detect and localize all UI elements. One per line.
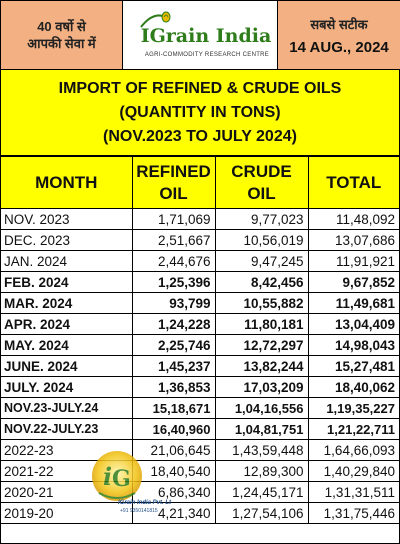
logo: IGrain India AGRI-COMMODITY RESEARCH CEN…	[123, 1, 276, 69]
table-row: MAR. 2024 93,799 10,55,882 11,49,681	[1, 292, 399, 314]
cell-refined: 2,25,746	[131, 334, 216, 356]
cell-refined: 18,40,540	[131, 460, 216, 482]
cell-refined: 1,25,396	[131, 271, 216, 293]
table-row: JAN. 2024 2,44,676 9,47,245 11,91,921	[1, 250, 399, 272]
watermark-phone: +91 9350141815	[120, 508, 158, 514]
wheat-emblem-icon	[140, 11, 171, 28]
cell-crude: 9,77,023	[214, 208, 309, 230]
table-row: FEB. 2024 1,25,396 8,42,456 9,67,852	[1, 271, 399, 293]
cell-total: 1,21,22,711	[307, 418, 399, 440]
accuracy-label: सबसे सटीक	[310, 16, 368, 32]
col-header-refined-oil: REFINED OIL	[131, 156, 216, 209]
cell-crude: 1,43,59,448	[214, 439, 309, 461]
title-line2: (QUANTITY IN TONS)	[119, 103, 281, 121]
cell-month: 2022-23	[1, 439, 133, 461]
logo-tagline: AGRI-COMMODITY RESEARCH CENTRE	[144, 52, 270, 58]
cell-total: 11,91,921	[307, 250, 399, 272]
cell-crude: 9,47,245	[214, 250, 309, 272]
cell-month: FEB. 2024	[1, 271, 133, 293]
table-row: 2019-20 4,21,340 1,27,54,106 1,31,75,446	[1, 502, 399, 524]
cell-total: 11,48,092	[307, 208, 399, 230]
table-row: MAY. 2024 2,25,746 12,72,297 14,98,043	[1, 334, 399, 356]
watermark-company: IGrain India Pvt. Lt	[118, 500, 172, 506]
table-row-period-total: NOV.22-JULY.23 16,40,960 1,04,81,751 1,2…	[1, 418, 399, 440]
table-row: 2022-23 21,06,645 1,43,59,448 1,64,66,09…	[1, 439, 399, 461]
cell-refined: 4,21,340	[131, 502, 216, 524]
cell-total: 1,64,66,093	[307, 439, 399, 461]
header-tagline-box: 40 वर्षो से आपकी सेवा में	[1, 1, 123, 69]
table-row: JULY. 2024 1,36,853 17,03,209 18,40,062	[1, 376, 399, 398]
header: 40 वर्षो से आपकी सेवा में IGrain India A…	[1, 1, 400, 70]
cell-month: JULY. 2024	[1, 376, 133, 398]
cell-month: DEC. 2023	[1, 229, 133, 251]
table-row-period-total: NOV.23-JULY.24 15,18,671 1,04,16,556 1,1…	[1, 397, 399, 419]
cell-month: MAR. 2024	[1, 292, 133, 314]
tagline-line1: 40 वर्षो से	[37, 19, 86, 34]
title-line1: IMPORT OF REFINED & CRUDE OILS	[58, 79, 342, 97]
cell-total: 18,40,062	[307, 376, 399, 398]
cell-month: NOV.22-JULY.23	[1, 418, 133, 440]
cell-crude: 10,55,882	[214, 292, 309, 314]
table-row: NOV. 2023 1,71,069 9,77,023 11,48,092	[1, 208, 399, 230]
cell-refined: 16,40,960	[131, 418, 216, 440]
report-date: 14 AUG., 2024	[289, 38, 389, 56]
cell-month: 2019-20	[1, 502, 133, 524]
cell-crude: 13,82,244	[214, 355, 309, 377]
cell-crude: 1,04,81,751	[214, 418, 309, 440]
cell-total: 9,67,852	[307, 271, 399, 293]
cell-crude: 1,24,45,171	[214, 481, 309, 503]
col-header-total: TOTAL	[307, 156, 399, 209]
cell-total: 11,49,681	[307, 292, 399, 314]
cell-month: MAY. 2024	[1, 334, 133, 356]
cell-month: APR. 2024	[1, 313, 133, 335]
cell-refined: 93,799	[131, 292, 216, 314]
cell-month: 2021-22	[1, 460, 133, 482]
cell-crude: 10,56,019	[214, 229, 309, 251]
cell-crude: 1,04,16,556	[214, 397, 309, 419]
cell-total: 13,04,409	[307, 313, 399, 335]
cell-refined: 21,06,645	[131, 439, 216, 461]
tagline-line2: आपकी सेवा में	[27, 36, 96, 51]
cell-refined: 2,51,667	[131, 229, 216, 251]
cell-total: 15,27,481	[307, 355, 399, 377]
import-table: MONTH REFINED OIL CRUDE OIL TOTAL NOV. 202…	[1, 156, 399, 524]
cell-crude: 12,72,297	[214, 334, 309, 356]
cell-total: 1,40,29,840	[307, 460, 399, 482]
cell-crude: 12,89,300	[214, 460, 309, 482]
header-date-box: सबसे सटीक 14 AUG., 2024	[277, 1, 400, 69]
table-row: DEC. 2023 2,51,667 10,56,019 13,07,686	[1, 229, 399, 251]
col-header-crude-oil: CRUDE OIL	[214, 156, 309, 209]
cell-refined: 1,45,237	[131, 355, 216, 377]
cell-crude: 11,80,181	[214, 313, 309, 335]
logo-name: IGrain India	[140, 25, 272, 47]
table-row: APR. 2024 1,24,228 11,80,181 13,04,409	[1, 313, 399, 335]
cell-month: NOV. 2023	[1, 208, 133, 230]
cell-month: 2020-21	[1, 481, 133, 503]
table-row: JUNE. 2024 1,45,237 13,82,244 15,27,481	[1, 355, 399, 377]
cell-refined: 1,71,069	[131, 208, 216, 230]
cell-total: 1,31,75,446	[307, 502, 399, 524]
table-row: 2020-21 6,86,340 1,24,45,171 1,31,31,511	[1, 481, 399, 503]
cell-month: NOV.23-JULY.24	[1, 397, 133, 419]
cell-crude: 17,03,209	[214, 376, 309, 398]
col-header-month: MONTH	[1, 156, 133, 209]
cell-total: 1,31,31,511	[307, 481, 399, 503]
cell-month: JUNE. 2024	[1, 355, 133, 377]
cell-crude: 1,27,54,106	[214, 502, 309, 524]
cell-total: 14,98,043	[307, 334, 399, 356]
cell-refined: 15,18,671	[131, 397, 216, 419]
cell-total: 13,07,686	[307, 229, 399, 251]
report-title: IMPORT OF REFINED & CRUDE OILS (QUANTITY…	[1, 70, 399, 156]
cell-month: JAN. 2024	[1, 250, 133, 272]
cell-refined: 2,44,676	[131, 250, 216, 272]
title-line3: (NOV.2023 TO JULY 2024)	[103, 127, 297, 145]
cell-crude: 8,42,456	[214, 271, 309, 293]
table-header-row: MONTH REFINED OIL CRUDE OIL TOTAL	[1, 156, 399, 209]
cell-total: 1,19,35,227	[307, 397, 399, 419]
table-row: 2021-22 18,40,540 12,89,300 1,40,29,840	[1, 460, 399, 482]
cell-refined: 1,24,228	[131, 313, 216, 335]
cell-refined: 1,36,853	[131, 376, 216, 398]
